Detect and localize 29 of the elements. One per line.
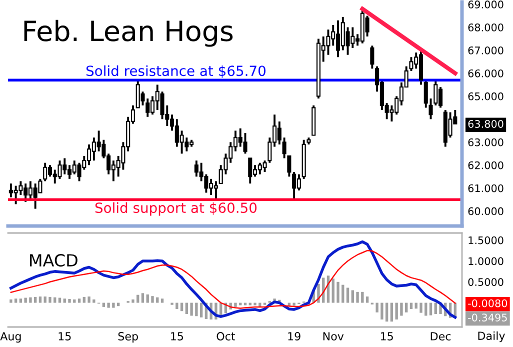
y-tick-label: 1.0000: [468, 257, 504, 266]
y-tick-label: 69.000: [468, 0, 504, 8]
y-tick-label: 1.5000: [468, 236, 504, 244]
text: MACD: [30, 254, 78, 267]
x-tick-label: 15: [380, 332, 393, 340]
y-tick-label: 62.000: [468, 161, 504, 170]
y-tick-label: 61.000: [468, 184, 504, 192]
y-tick-label: 0.5000: [468, 278, 504, 286]
x-tick-label: 15: [171, 332, 184, 340]
y-tick-label: 66.000: [468, 69, 504, 78]
text: Feb. Lean Hogs: [24, 20, 233, 47]
x-tick-label: 15: [58, 332, 71, 340]
y-tick-label: 63.000: [468, 138, 504, 146]
y-tick-label: 60.000: [468, 207, 504, 216]
ref-line-label: Solid support at $60.50: [95, 202, 257, 216]
x-tick-label: Dec: [430, 332, 451, 340]
y-tick-label: 67.000: [468, 46, 504, 54]
text: Daily: [478, 331, 505, 342]
y-tick-label: -0.0080: [468, 299, 508, 308]
x-tick-label: Oct: [216, 332, 236, 340]
y-tick-label: 63.800: [468, 120, 504, 128]
y-tick-label: -0.3495: [468, 314, 507, 322]
x-tick-label: 19: [288, 332, 300, 340]
ref-line-label: Solid resistance at $65.70: [86, 65, 266, 78]
y-tick-label: 68.000: [468, 24, 504, 32]
x-tick-label: Aug: [0, 332, 21, 343]
x-tick-label: Nov: [323, 332, 344, 340]
y-tick-label: 65.000: [468, 92, 504, 100]
x-tick-label: Sep: [118, 332, 138, 343]
